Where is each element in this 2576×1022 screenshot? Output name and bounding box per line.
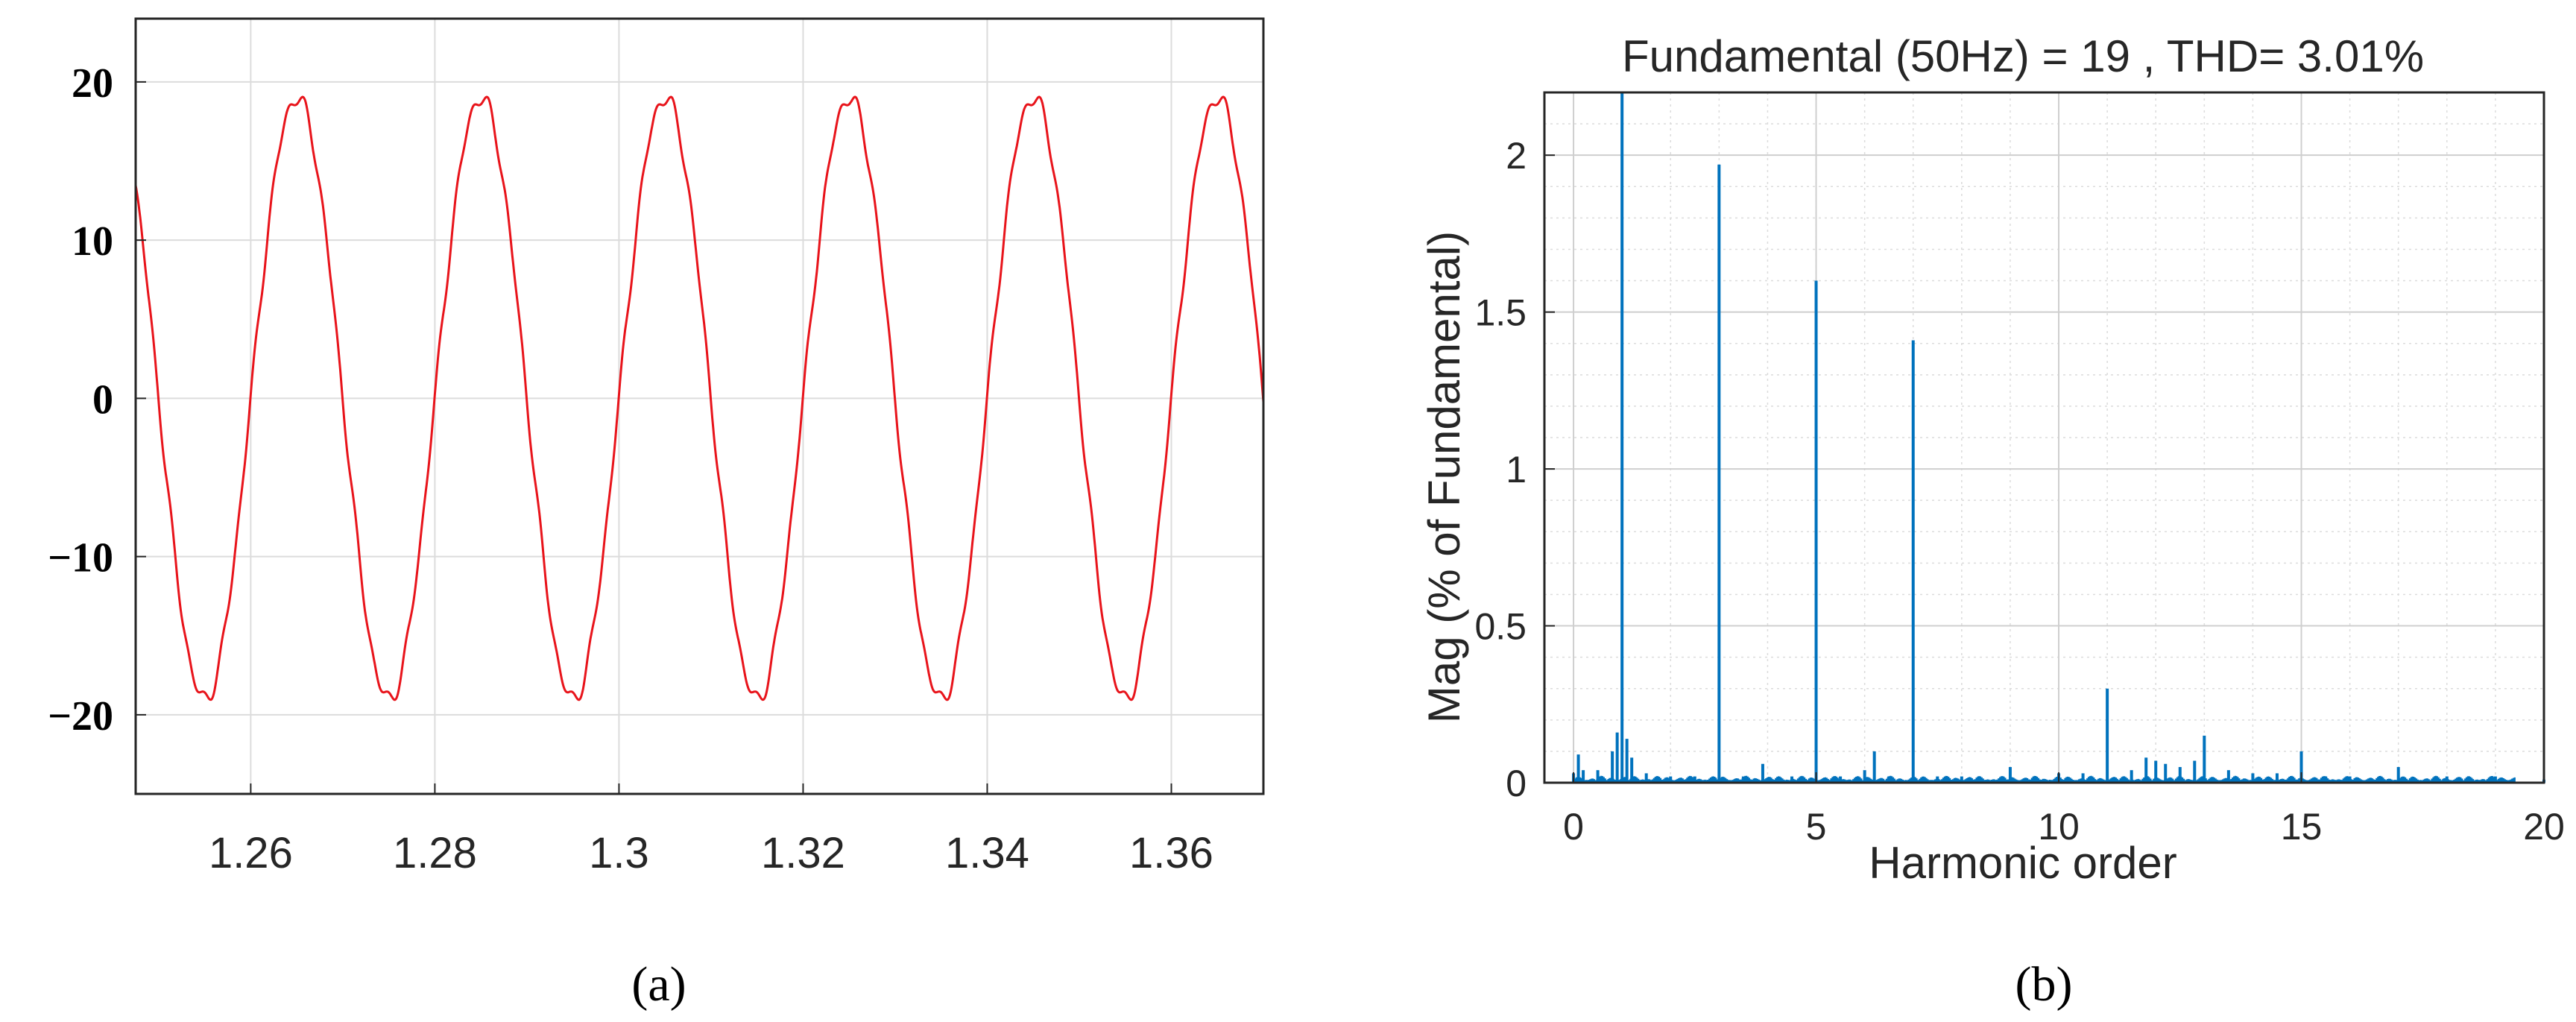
panel-a-y-tick-label: −10 <box>48 535 113 581</box>
panel-b-y-tick-label: 0 <box>1506 763 1527 804</box>
panel-b-y-tick-label: 0.5 <box>1474 606 1527 648</box>
panel-a-x-tick-label: 1.32 <box>761 829 845 877</box>
panel-a-grid <box>136 19 1263 794</box>
panel-b-y-tick-label: 2 <box>1506 135 1527 177</box>
panel-a-y-tick-label: 10 <box>72 218 113 265</box>
panel-a-x-tick-labels: 1.26 1.28 1.3 1.32 1.34 1.36 <box>209 783 1213 877</box>
panel-b-y-tick-label: 1.5 <box>1474 292 1527 334</box>
panel-a-y-tick-label: 0 <box>92 376 113 423</box>
panel-b-title: Fundamental (50Hz) = 19 , THD= 3.01% <box>1622 31 2424 81</box>
panel-b-x-tick-label: 15 <box>2281 806 2323 848</box>
panel-b-label: (b) <box>2015 957 2073 1012</box>
panel-a-x-tick-label: 1.26 <box>209 829 293 877</box>
panel-a-waveform-line <box>134 95 1265 701</box>
panel-a-y-tick-label: −20 <box>48 693 113 739</box>
panel-a-y-tick-label: 20 <box>72 60 113 107</box>
panel-a-label: (a) <box>631 957 686 1012</box>
panel-b-y-tick-label: 1 <box>1506 449 1527 491</box>
panel-a-x-tick-label: 1.3 <box>589 829 649 877</box>
panel-a-plot-frame <box>134 17 1265 795</box>
panel-a-x-tick-label: 1.28 <box>393 829 477 877</box>
panel-b-harmonic-bars <box>1572 92 2545 783</box>
panel-a-x-tick-label: 1.36 <box>1129 829 1213 877</box>
panel-b-x-tick-label: 5 <box>1806 806 1827 848</box>
panel-a-waveform <box>134 95 1265 701</box>
panel-a-waveform-chart: 1.26 1.28 1.3 1.32 1.34 1.36 −20 −10 0 10 20 <box>48 17 1265 877</box>
panel-b-grid <box>1544 92 2545 783</box>
panel-b-x-tick-label: 10 <box>2038 806 2080 848</box>
panel-a-y-tick-labels: −20 −10 0 10 20 <box>48 60 146 739</box>
panel-b-x-axis-label: Harmonic order <box>1869 838 2176 888</box>
panel-b-x-tick-label: 20 <box>2523 806 2565 848</box>
panel-b-plot-frame <box>1543 91 2545 784</box>
panel-b-harmonic-spectrum-chart: 0 5 10 15 20 0 0.5 1 1.5 2 Fundamental (50Hz) = … <box>1419 31 2565 888</box>
panel-b-x-tick-labels: 0 5 10 15 20 <box>1563 772 2565 848</box>
panel-b-y-axis-label: Mag (% of Fundamental) <box>1419 231 1469 723</box>
panel-b-x-tick-label: 0 <box>1563 806 1584 848</box>
panel-b-y-tick-labels: 0 0.5 1 1.5 2 <box>1474 135 1555 804</box>
panel-a-x-tick-label: 1.34 <box>945 829 1029 877</box>
